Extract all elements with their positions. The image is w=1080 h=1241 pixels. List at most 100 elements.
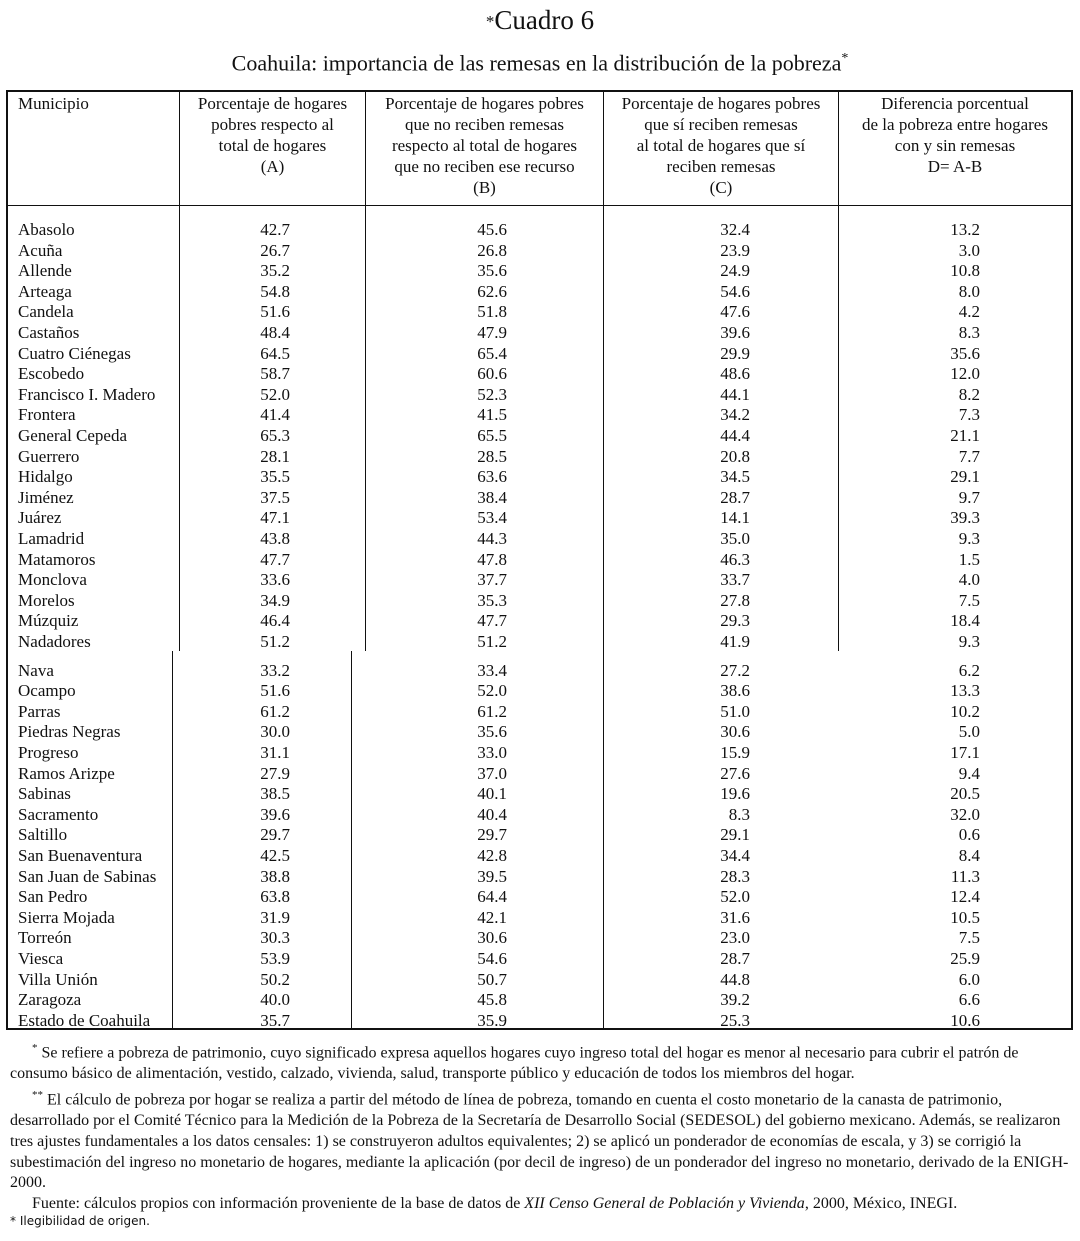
cell-d: 8.4	[958, 846, 980, 865]
cell-a: 43.8	[260, 529, 290, 548]
table-row: Frontera 41.4 41.5 34.2 7.3	[8, 405, 1071, 426]
header-line: respecto al total de hogares	[391, 136, 578, 155]
table-row: Lamadrid 43.8 44.3 35.0 9.3	[8, 529, 1071, 550]
cell-b: 60.6	[477, 364, 507, 384]
title-text: Cuadro 6	[494, 5, 595, 35]
cell-a: 48.4	[260, 323, 290, 342]
table-row: San Buenaventura 42.5 42.8 34.4 8.4	[8, 846, 1071, 867]
cell-a: 51.6	[260, 681, 290, 701]
cell-municipio: General Cepeda	[18, 426, 128, 445]
cell-municipio: Cuatro Ciénegas	[18, 343, 131, 363]
header-line: al total de hogares que sí	[636, 136, 806, 155]
cell-a: 33.2	[260, 660, 290, 680]
cell-municipio: Sabinas	[18, 784, 71, 804]
cell-c: 51.0	[720, 701, 750, 721]
cell-municipio: Lamadrid	[18, 529, 85, 548]
header-line: que sí reciben remesas	[644, 115, 798, 134]
cell-d: 7.3	[958, 405, 980, 425]
table-row: Candela 51.6 51.8 47.6 4.2	[8, 302, 1071, 323]
cell-c: 25.3	[720, 1010, 750, 1030]
cell-d: 9.4	[958, 763, 980, 783]
cell-b: 35.6	[477, 261, 507, 281]
cell-b: 63.6	[477, 467, 507, 487]
header-line: Municipio	[18, 94, 89, 113]
cell-municipio: Escobedo	[18, 364, 85, 384]
column-divider	[179, 205, 180, 651]
cell-d: 12.0	[950, 364, 980, 384]
cell-municipio: Francisco I. Madero	[18, 384, 156, 404]
cell-c: 34.4	[720, 846, 750, 865]
cell-a: 31.9	[260, 907, 290, 927]
cell-d: 13.2	[950, 220, 980, 239]
cell-c: 35.0	[720, 529, 750, 548]
cell-b: 33.0	[477, 743, 507, 762]
cell-c: 27.2	[720, 660, 750, 680]
table-row: Monclova 33.6 37.7 33.7 4.0	[8, 570, 1071, 591]
header-line: pobres respecto al	[211, 115, 334, 134]
cell-c: 19.6	[720, 784, 750, 804]
cell-c: 41.9	[720, 632, 750, 651]
table-row: San Pedro 63.8 64.4 52.0 12.4	[8, 887, 1071, 908]
cell-municipio: Nava	[18, 660, 54, 680]
cell-b: 35.6	[477, 722, 507, 742]
cell-municipio: Progreso	[18, 743, 79, 762]
cell-d: 10.5	[950, 907, 980, 927]
table-row: Villa Unión 50.2 50.7 44.8 6.0	[8, 970, 1071, 991]
cell-c: 23.0	[720, 928, 750, 948]
footnotes: * Se refiere a pobreza de patrimonio, cu…	[0, 1038, 1080, 1215]
cell-a: 35.5	[260, 467, 290, 487]
cell-c: 8.3	[728, 804, 750, 824]
cell-b: 33.4	[477, 660, 507, 680]
column-divider	[365, 92, 366, 205]
cell-a: 37.5	[260, 487, 290, 507]
cell-municipio: Abasolo	[18, 220, 75, 239]
cell-c: 28.3	[720, 866, 750, 886]
cell-d: 10.2	[950, 701, 980, 721]
cell-c: 30.6	[720, 722, 750, 742]
cell-a: 31.1	[260, 743, 290, 762]
table-row: Ocampo 51.6 52.0 38.6 13.3	[8, 681, 1071, 702]
cell-a: 30.3	[260, 928, 290, 948]
cell-c: 54.6	[720, 281, 750, 301]
cell-municipio: Juárez	[18, 508, 62, 528]
header-line: (A)	[260, 157, 285, 176]
cell-municipio: Piedras Negras	[18, 722, 121, 742]
cell-c: 28.7	[720, 949, 750, 968]
footnote-1: * Se refiere a pobreza de patrimonio, cu…	[0, 1038, 1080, 1085]
cell-d: 9.7	[958, 487, 980, 507]
cell-c: 48.6	[720, 364, 750, 384]
cell-d: 21.1	[950, 426, 980, 445]
cell-b: 41.5	[477, 405, 507, 425]
footnote-text: Se refiere a pobreza de patrimonio, cuyo…	[10, 1044, 1019, 1083]
cell-c: 27.6	[720, 763, 750, 783]
table-row: Hidalgo 35.5 63.6 34.5 29.1	[8, 467, 1071, 488]
cell-b: 47.9	[477, 323, 507, 342]
column-divider	[172, 651, 173, 1028]
cell-b: 62.6	[477, 281, 507, 301]
cell-municipio: Matamoros	[18, 549, 96, 569]
table-row: Nadadores 51.2 51.2 41.9 9.3	[8, 632, 1071, 653]
page-title: *Cuadro 6	[0, 4, 1080, 36]
table-subtitle: Coahuila: importancia de las remesas en …	[0, 45, 1080, 77]
column-divider	[838, 92, 839, 205]
cell-b: 38.4	[477, 487, 507, 507]
cell-d: 8.3	[958, 323, 980, 342]
header-line: total de hogares	[218, 136, 327, 155]
cell-c: 14.1	[720, 508, 750, 528]
header-line: con y sin remesas	[894, 136, 1016, 155]
cell-c: 46.3	[720, 549, 750, 569]
table-row: Allende 35.2 35.6 24.9 10.8	[8, 261, 1071, 282]
table-row: Progreso 31.1 33.0 15.9 17.1	[8, 743, 1071, 764]
cell-b: 65.5	[477, 426, 507, 445]
cell-c: 29.1	[720, 825, 750, 845]
cell-b: 29.7	[477, 825, 507, 845]
cell-b: 28.5	[477, 446, 507, 466]
cell-c: 44.8	[720, 969, 750, 989]
cell-municipio: Allende	[18, 261, 72, 281]
column-divider	[365, 205, 366, 651]
cell-a: 35.2	[260, 261, 290, 281]
cell-c: 44.1	[720, 384, 750, 404]
cell-a: 63.8	[260, 887, 290, 907]
cell-b: 37.0	[477, 763, 507, 783]
cell-d: 6.0	[958, 969, 980, 989]
